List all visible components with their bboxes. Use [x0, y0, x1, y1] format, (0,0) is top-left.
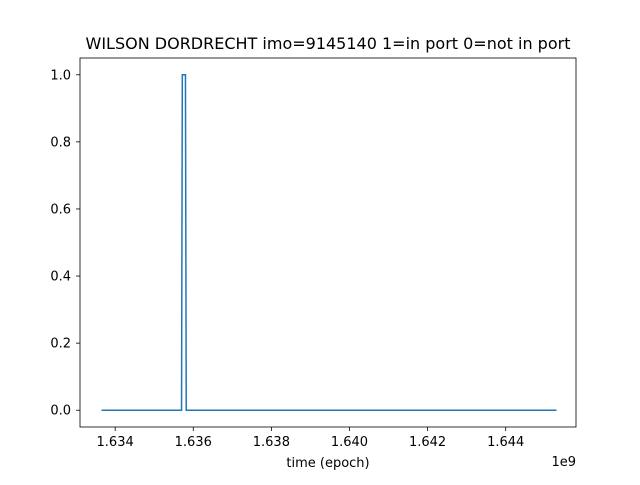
y-tick-label: 0.4 [50, 270, 71, 285]
y-tick-label: 0.6 [50, 202, 71, 217]
plot-area: 1.634 1.636 1.638 1.640 1.642 1.644 0.0 0.2 0.4 0… [50, 57, 577, 450]
y-tick-label: 0.2 [50, 337, 71, 352]
x-tick-label: 1.642 [409, 435, 446, 450]
x-tick-label: 1.638 [253, 435, 290, 450]
chart-title: WILSON DORDRECHT imo=9145140 1=in port 0… [86, 34, 571, 53]
x-axis-label: time (epoch) [286, 456, 369, 471]
x-tick-label: 1.636 [175, 435, 212, 450]
y-tick-label: 0.8 [50, 135, 71, 150]
series-line-0 [101, 74, 557, 411]
x-axis-offset-label: 1e9 [551, 455, 576, 470]
x-tick-label: 1.640 [331, 435, 368, 450]
plot-frame [79, 57, 577, 428]
x-tick-label: 1.634 [97, 435, 134, 450]
y-tick-label: 0.0 [50, 404, 71, 419]
y-tick-label: 1.0 [50, 68, 71, 83]
x-tick-label: 1.644 [487, 435, 524, 450]
